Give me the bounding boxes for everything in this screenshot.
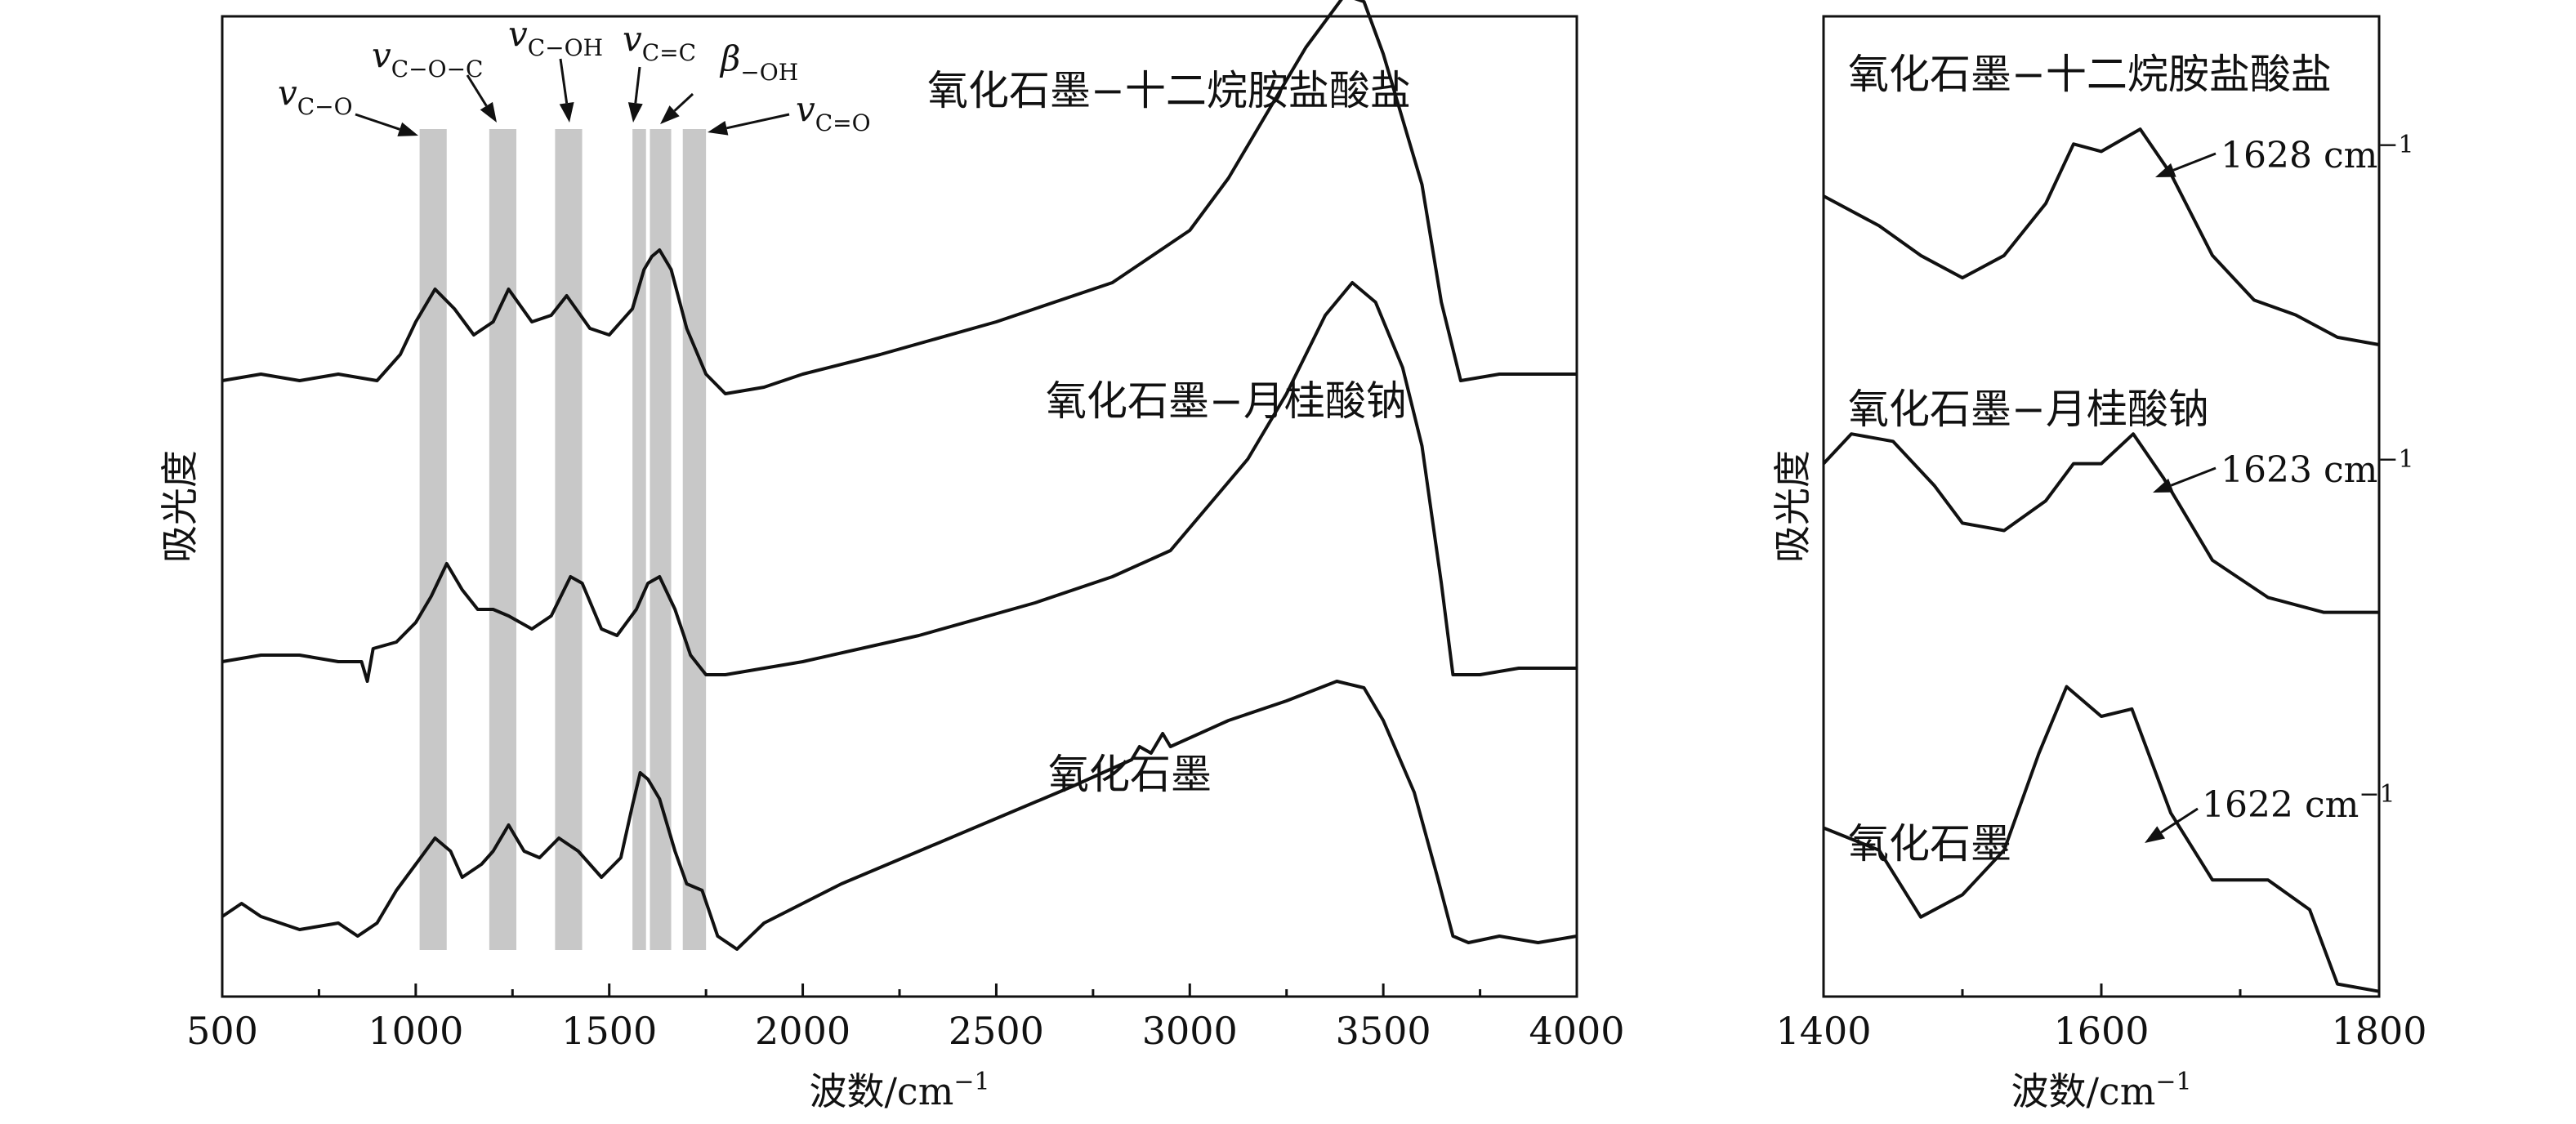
spectrum-line-1 — [221, 281, 1577, 683]
x-tick-label: 3500 — [1336, 1009, 1431, 1053]
right-chart-panel: 1400 1600 1800 波数/cm−1 吸光度 氧化石墨−十二烷胺盐酸盐 1628 c… — [1770, 15, 2427, 1113]
zoom-spectrum-line-1 — [1822, 432, 2379, 614]
x-tick-label: 500 — [186, 1009, 258, 1053]
x-tick-label: 1500 — [561, 1009, 657, 1053]
band-arrow-0 — [355, 113, 418, 136]
spectrum-line-0 — [221, 0, 1577, 395]
zoom-x-tick-label: 1800 — [2331, 1009, 2426, 1053]
zoom-y-axis-title: 吸光度 — [1770, 450, 1815, 563]
zoom-spectrum-line-0 — [1823, 127, 2380, 346]
left-chart-panel: 500 1000 1500 2000 2500 3000 3500 4000 波数/cm−1 吸光… — [158, 0, 1625, 1113]
band-label-0: vC−O — [278, 73, 353, 120]
absorption-band-3 — [632, 129, 646, 950]
series-label-2: 氧化石墨 — [1048, 751, 1212, 798]
spectrum-line-2 — [221, 680, 1578, 951]
zoom-series-label-0: 氧化石墨−十二烷胺盐酸盐 — [1848, 51, 2332, 98]
band-label-1: vC−O−C — [372, 35, 483, 83]
absorption-band-1 — [489, 129, 517, 950]
peak-label-1: 1623 cm−1 — [2221, 445, 2414, 491]
y-axis-title: 吸光度 — [158, 450, 202, 563]
x-tick-label: 2500 — [949, 1009, 1044, 1053]
series-label-0: 氧化石墨−十二烷胺盐酸盐 — [927, 67, 1411, 114]
peak-arrow-1 — [2153, 466, 2217, 493]
zoom-spectrum-line-2 — [1823, 685, 2380, 993]
zoom-x-tick-label: 1600 — [2053, 1009, 2149, 1053]
absorption-band-5 — [682, 129, 707, 950]
band-arrow-4 — [660, 92, 694, 124]
zoom-series-label-1: 氧化石墨−月桂酸钠 — [1848, 386, 2209, 433]
zoom-series-label-2: 氧化石墨 — [1848, 820, 2011, 868]
band-label-4: β−OH — [719, 38, 798, 86]
band-arrow-2 — [559, 58, 574, 123]
band-label-2: vC−OH — [508, 14, 603, 61]
band-arrow-1 — [466, 74, 497, 123]
peak-arrow-0 — [2155, 152, 2217, 177]
x-tick-label: 3000 — [1142, 1009, 1238, 1053]
series-label-1: 氧化石墨−月桂酸钠 — [1046, 377, 1407, 425]
x-tick-label: 1000 — [368, 1009, 463, 1053]
zoom-x-tick-label: 1400 — [1775, 1009, 1871, 1053]
absorption-band-0 — [419, 129, 447, 950]
x-axis-title: 波数/cm−1 — [809, 1068, 989, 1113]
absorption-band-2 — [555, 129, 583, 950]
band-label-5: vC=O — [796, 89, 871, 136]
peak-label-0: 1628 cm−1 — [2221, 131, 2414, 176]
x-tick-label: 4000 — [1529, 1009, 1624, 1053]
band-label-3: vC=C — [623, 19, 696, 66]
zoom-x-axis-title: 波数/cm−1 — [2011, 1068, 2191, 1113]
peak-arrow-2 — [2145, 807, 2199, 843]
x-tick-label: 2000 — [755, 1009, 850, 1053]
band-arrow-5 — [708, 113, 790, 136]
peak-label-2: 1622 cm−1 — [2202, 780, 2395, 826]
band-arrow-3 — [627, 66, 643, 123]
